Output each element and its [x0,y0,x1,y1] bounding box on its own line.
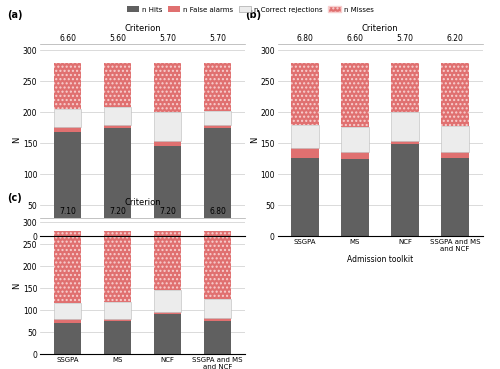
Bar [291,158,319,236]
Bar [154,146,182,236]
Bar [154,63,182,112]
Bar [54,323,82,354]
X-axis label: Criterion: Criterion [124,197,161,207]
Bar [341,152,369,159]
X-axis label: Admission toolkit: Admission toolkit [347,255,413,264]
Bar [392,144,419,236]
Bar [392,141,419,144]
X-axis label: Criterion: Criterion [362,24,399,33]
Bar [442,126,469,152]
Bar [154,231,182,290]
Y-axis label: N: N [250,137,258,144]
Bar [204,318,232,321]
Bar [204,231,232,299]
Text: (c): (c) [7,193,22,203]
Bar [341,63,369,127]
Bar [154,112,182,141]
Bar [341,159,369,236]
Bar [104,63,132,107]
Bar [154,290,182,313]
Bar [392,63,419,112]
Bar [204,299,232,318]
Bar [291,148,319,158]
Text: (b): (b) [244,10,261,20]
Y-axis label: N: N [12,283,21,289]
X-axis label: Criterion: Criterion [124,24,161,33]
Bar [442,63,469,126]
Bar [54,127,82,132]
Bar [104,128,132,236]
Bar [442,152,469,158]
Bar [204,128,232,236]
Bar [54,319,82,323]
Bar [104,318,132,321]
Bar [104,231,132,302]
Bar [54,132,82,236]
Bar [54,231,82,303]
Bar [392,112,419,141]
Bar [291,63,319,125]
Bar [154,141,182,146]
Bar [154,314,182,354]
Text: (a): (a) [7,10,22,20]
Bar [54,108,82,127]
Bar [442,158,469,236]
Y-axis label: N: N [12,137,21,144]
Bar [104,107,132,125]
Bar [204,125,232,128]
Bar [104,125,132,128]
Bar [104,321,132,354]
Bar [104,302,132,318]
Bar [204,63,232,111]
Bar [54,63,82,108]
Bar [54,303,82,319]
Bar [204,111,232,125]
Legend: n Hits, n False alarms, n Correct rejections, n Misses: n Hits, n False alarms, n Correct reject… [124,3,376,15]
Bar [341,127,369,152]
Bar [291,125,319,148]
Bar [204,321,232,354]
Bar [154,313,182,314]
X-axis label: Admission toolkit: Admission toolkit [110,255,176,264]
